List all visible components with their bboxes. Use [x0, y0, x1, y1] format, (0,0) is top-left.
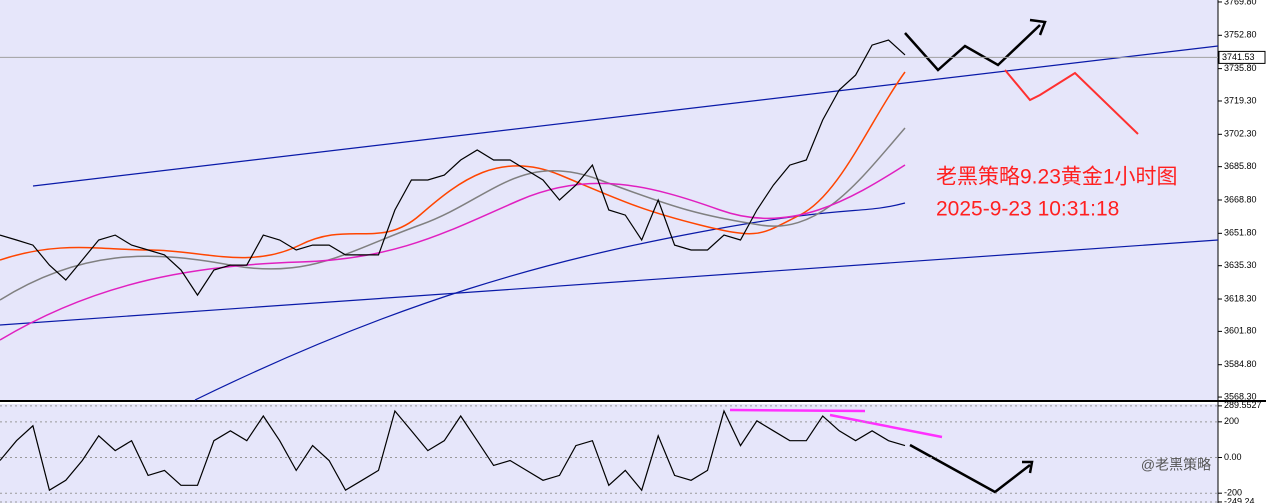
- y-tick-label: 200: [1224, 416, 1239, 426]
- y-tick-label: 3584.80: [1224, 359, 1257, 369]
- y-tick-label: 3702.30: [1224, 129, 1257, 139]
- y-tick-label: -249.24: [1224, 496, 1255, 503]
- y-tick-label: 3651.80: [1224, 228, 1257, 238]
- forecast-arrows-red: [1004, 69, 1139, 135]
- series-line: [0, 409, 906, 492]
- divergence-arrows: [729, 408, 943, 439]
- y-tick-label: 3752.80: [1224, 30, 1257, 40]
- y-tick-label: 3685.80: [1224, 161, 1257, 171]
- y-tick-label: 3601.80: [1224, 326, 1257, 336]
- y-tick-label: 3618.30: [1224, 293, 1257, 303]
- current-price-label: 3741.53: [1222, 52, 1255, 62]
- main-panel: [0, 0, 1218, 400]
- y-tick-label: 0.00: [1224, 452, 1242, 462]
- y-tick-label: 3635.30: [1224, 260, 1257, 270]
- y-tick-label: 3735.80: [1224, 63, 1257, 73]
- series-line: [0, 39, 906, 297]
- annotation-title: 老黑策略9.23黄金1小时图: [936, 166, 1178, 189]
- indicator-panel: [0, 404, 1218, 503]
- y-tick-label: 3568.30: [1224, 391, 1257, 401]
- y-tick-label: 3769.80: [1224, 0, 1257, 6]
- trendlines: [0, 45, 1219, 401]
- current-price-box: [1218, 50, 1266, 64]
- y-tick-label: -200: [1224, 488, 1242, 498]
- y-tick-label: 289.5527: [1224, 400, 1262, 410]
- annotation-time: 2025-9-23 10:31:18: [936, 198, 1119, 221]
- y-tick-label: 3668.80: [1224, 194, 1257, 204]
- y-tick-label: 3719.30: [1224, 95, 1257, 105]
- watermark: @老黑策略: [1141, 457, 1211, 473]
